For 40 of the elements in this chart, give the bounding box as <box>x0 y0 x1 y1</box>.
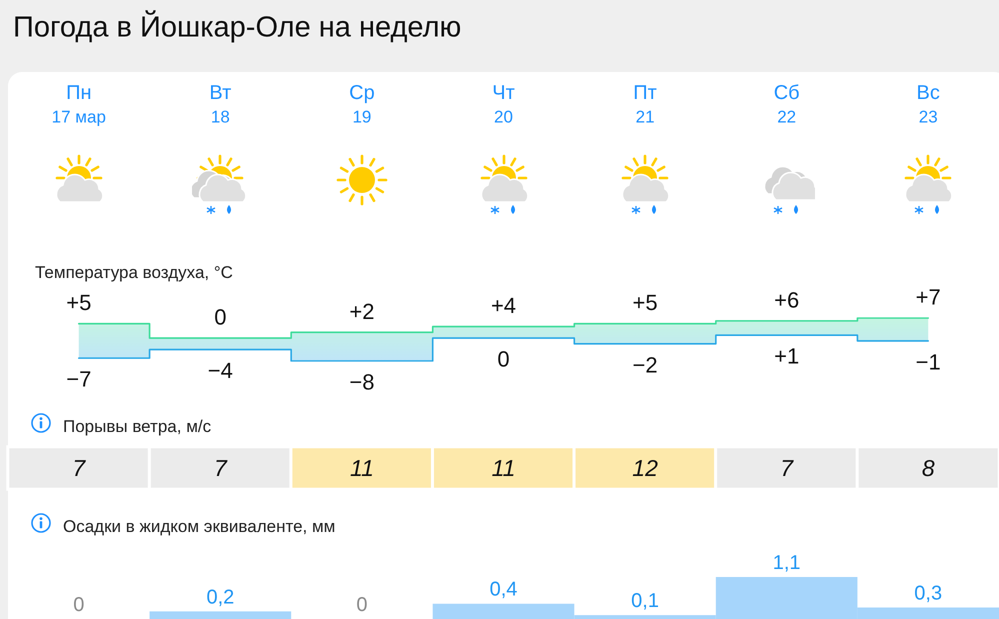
x-tick-label: Вс 23 <box>916 82 940 126</box>
data-label: 0 <box>497 346 510 372</box>
x-tick-label: Чт 20 <box>492 82 515 126</box>
data-label: −8 <box>349 370 374 394</box>
data-label: 0 <box>214 304 226 330</box>
x-tick-label: Пн 17 мар <box>52 82 106 126</box>
data-label: 11 <box>492 455 516 481</box>
data-label: −2 <box>632 352 658 378</box>
data-label: 7 <box>214 455 228 481</box>
bar <box>150 611 292 619</box>
data-label: 1,1 <box>772 552 801 574</box>
x-tick-label: Вт 18 <box>209 82 232 126</box>
chart-title: Осадки в жидком эквиваленте, мм <box>63 517 336 536</box>
data-label: 0,2 <box>206 586 234 608</box>
data-label: −1 <box>916 349 941 374</box>
data-label: 11 <box>350 455 374 481</box>
data-label: +5 <box>632 290 658 316</box>
data-label: 0 <box>356 594 368 616</box>
chart-title: Погода в Йошкар-Оле на неделю <box>13 10 462 44</box>
data-label: +7 <box>916 284 941 310</box>
data-label: −7 <box>66 366 92 392</box>
chart-title: Порывы ветра, м/с <box>63 417 212 436</box>
x-tick-label: Ср 19 <box>349 82 375 126</box>
x-tick-label: Пт 21 <box>633 82 657 126</box>
data-label: 0,1 <box>631 590 659 612</box>
data-label: 8 <box>922 455 935 481</box>
data-label: +4 <box>490 293 516 318</box>
y-axis-title: Температура воздуха, °C <box>35 263 233 282</box>
data-label: +2 <box>349 298 374 324</box>
data-label: −4 <box>208 358 233 384</box>
x-tick-label: Сб 22 <box>774 82 800 126</box>
data-label: +5 <box>66 290 92 316</box>
data-label: +1 <box>774 344 800 369</box>
data-label: 0 <box>73 594 84 616</box>
data-label: 0,4 <box>490 578 518 601</box>
data-label: 7 <box>72 455 86 481</box>
data-label: 7 <box>780 455 794 481</box>
data-label: 0,3 <box>914 582 942 605</box>
data-label: +6 <box>774 287 800 312</box>
data-label: 12 <box>632 455 658 481</box>
